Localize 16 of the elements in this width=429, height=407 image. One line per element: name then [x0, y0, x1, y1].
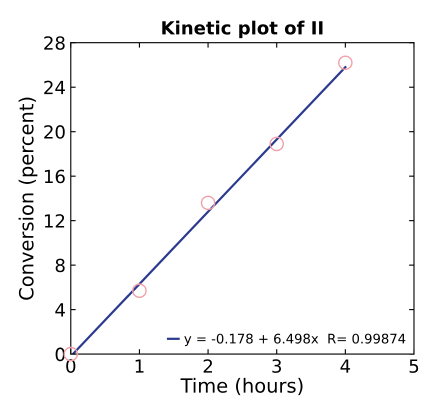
y-tick-label: 12 — [44, 214, 64, 228]
chart-title: Kinetic plot of II — [162, 20, 322, 38]
y-tick-label: 4 — [55, 303, 65, 316]
y-tick-label: 28 — [44, 36, 65, 50]
y-tick-label: 16 — [44, 170, 65, 184]
y-tick-label: 8 — [56, 258, 65, 272]
x-tick-label: 3 — [272, 359, 281, 373]
y-axis-title: Conversion (percent) — [18, 98, 38, 300]
y-tick-label: 20 — [44, 125, 65, 139]
x-tick-label: 5 — [410, 360, 418, 373]
legend-label: y = -0.178 + 6.498x R= 0.99874 — [184, 334, 406, 346]
x-axis-title: Time (hours) — [180, 378, 303, 396]
x-tick-label: 4 — [340, 360, 350, 373]
x-tick-label: 1 — [136, 360, 144, 373]
y-tick-label: 24 — [44, 80, 65, 94]
x-tick-label: 2 — [204, 359, 212, 373]
